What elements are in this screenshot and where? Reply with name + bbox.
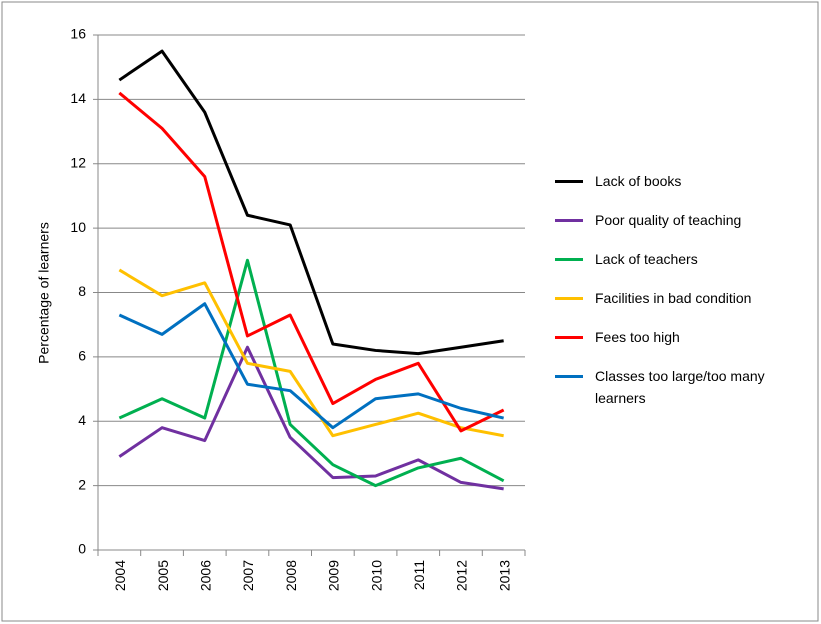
- x-tick-label: 2013: [496, 560, 512, 591]
- y-tick-label: 2: [78, 476, 86, 492]
- x-tick-label: 2012: [454, 560, 470, 591]
- legend-item: Facilities in bad condition: [555, 287, 815, 309]
- legend-swatch: [555, 375, 583, 378]
- legend-item: Classes too large/too many learners: [555, 365, 815, 409]
- x-tick-label: 2008: [283, 560, 299, 591]
- y-tick-label: 14: [70, 90, 86, 106]
- legend-label: Poor quality of teaching: [595, 212, 742, 228]
- y-tick-label: 0: [78, 541, 86, 557]
- legend-label: Lack of books: [595, 173, 682, 189]
- y-axis-label: Percentage of learners: [36, 222, 52, 364]
- y-tick-label: 8: [78, 283, 86, 299]
- x-tick-label: 2009: [326, 560, 342, 591]
- legend-item: Lack of books: [555, 170, 815, 192]
- x-tick-label: 2006: [197, 560, 213, 591]
- y-tick-label: 12: [70, 154, 86, 170]
- series-line: [118, 258, 505, 488]
- legend-label: Fees too high: [595, 329, 680, 345]
- legend-item: Lack of teachers: [555, 248, 815, 270]
- legend-label: Classes too large/too many learners: [595, 368, 765, 406]
- series-line: [118, 49, 504, 356]
- series-line: [118, 302, 504, 430]
- legend-swatch: [555, 219, 583, 222]
- legend-swatch: [555, 258, 583, 261]
- x-tick-label: 2010: [368, 560, 384, 591]
- x-tick-label: 2004: [112, 560, 128, 591]
- y-tick-label: 6: [78, 348, 86, 364]
- series-line: [118, 345, 504, 491]
- series-line: [118, 91, 505, 433]
- y-tick-label: 16: [70, 26, 86, 42]
- legend: Lack of books Poor quality of teaching Lac…: [555, 170, 815, 426]
- x-tick-label: 2011: [411, 560, 427, 590]
- y-tick-label: 4: [78, 412, 86, 428]
- legend-item: Poor quality of teaching: [555, 209, 815, 231]
- x-tick-label: 2005: [155, 560, 171, 591]
- legend-swatch: [555, 180, 583, 183]
- y-tick-label: 10: [70, 219, 86, 235]
- legend-item: Fees too high: [555, 326, 815, 348]
- x-tick-label: 2007: [240, 560, 256, 591]
- legend-swatch: [555, 297, 583, 300]
- legend-label: Facilities in bad condition: [595, 290, 752, 306]
- legend-label: Lack of teachers: [595, 251, 698, 267]
- series-line: [118, 268, 504, 438]
- legend-swatch: [555, 336, 583, 339]
